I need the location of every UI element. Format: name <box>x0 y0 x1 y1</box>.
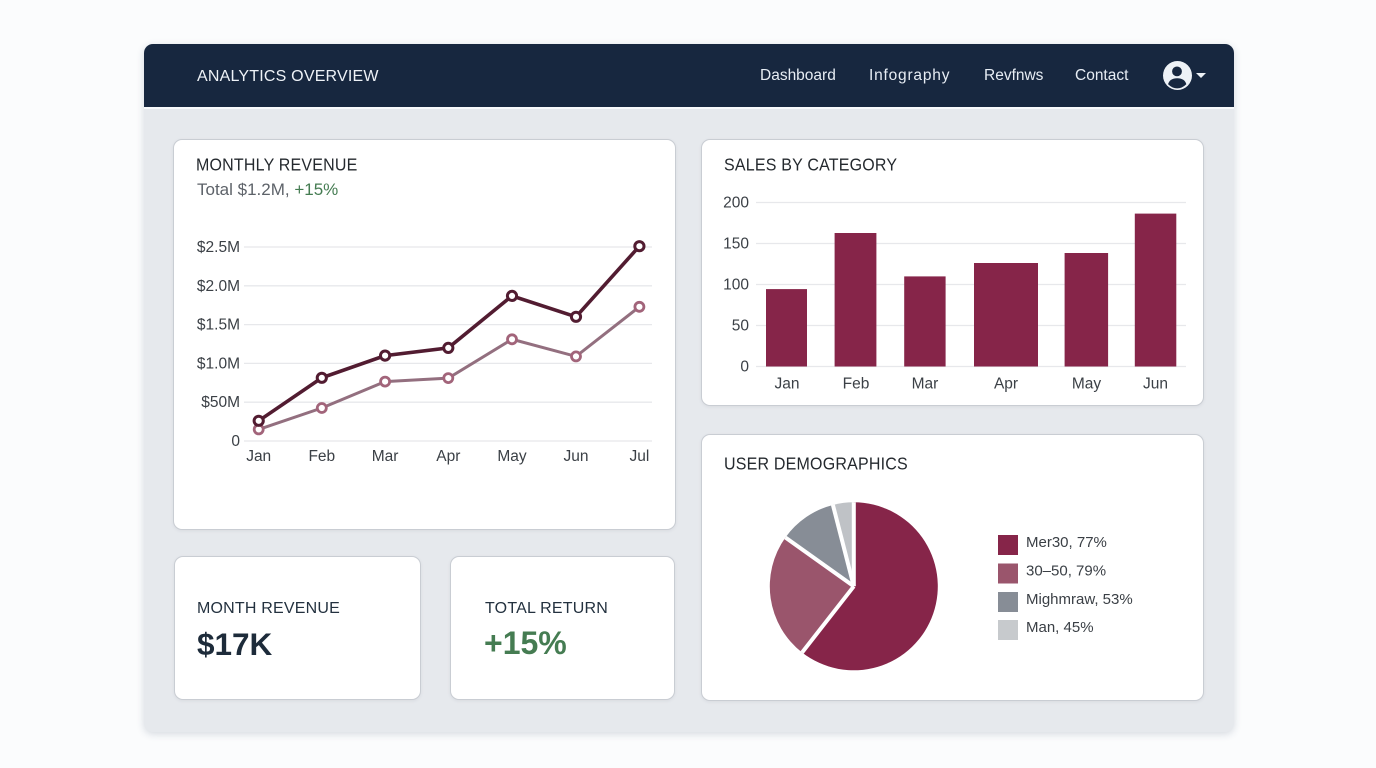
svg-text:Mer30, 77%: Mer30, 77% <box>1026 534 1107 551</box>
svg-text:Jan: Jan <box>775 376 800 393</box>
svg-text:100: 100 <box>723 277 749 294</box>
svg-text:Man, 45%: Man, 45% <box>1026 619 1094 636</box>
svg-text:Mar: Mar <box>912 376 939 393</box>
svg-text:$50M: $50M <box>201 394 240 411</box>
svg-text:Mighmraw, 53%: Mighmraw, 53% <box>1026 591 1133 608</box>
svg-text:Feb: Feb <box>843 376 870 393</box>
svg-text:Feb: Feb <box>308 448 335 465</box>
svg-text:150: 150 <box>723 236 749 253</box>
svg-text:May: May <box>497 448 527 465</box>
svg-text:Apr: Apr <box>436 448 460 465</box>
svg-text:$2.5M: $2.5M <box>197 239 240 256</box>
svg-text:$2.0M: $2.0M <box>197 278 240 295</box>
svg-text:May: May <box>1072 376 1102 393</box>
svg-text:Mar: Mar <box>372 448 399 465</box>
svg-text:30–50, 79%: 30–50, 79% <box>1026 563 1106 580</box>
svg-text:Jan: Jan <box>246 448 271 465</box>
svg-text:50: 50 <box>732 318 750 335</box>
svg-text:Jul: Jul <box>629 448 649 465</box>
svg-text:$1.5M: $1.5M <box>197 317 240 334</box>
svg-text:Apr: Apr <box>994 376 1018 393</box>
svg-text:0: 0 <box>740 359 749 376</box>
svg-text:Jun: Jun <box>1143 376 1168 393</box>
svg-text:Jun: Jun <box>564 448 589 465</box>
svg-text:200: 200 <box>723 195 749 212</box>
svg-text:$1.0M: $1.0M <box>197 355 240 372</box>
svg-text:0: 0 <box>231 433 240 450</box>
